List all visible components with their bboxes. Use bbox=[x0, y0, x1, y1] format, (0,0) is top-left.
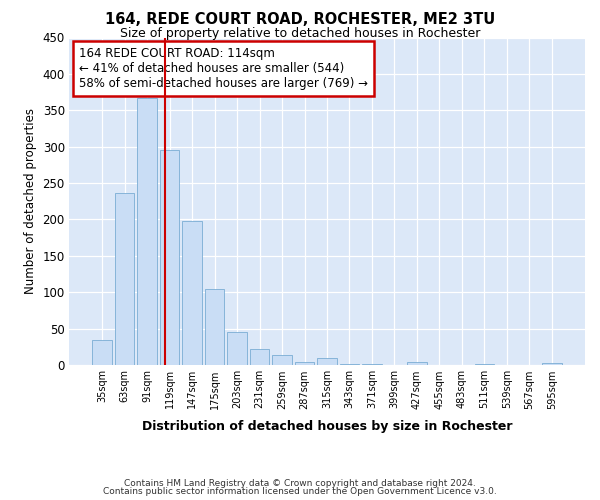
Bar bbox=[115, 193, 134, 365]
Bar bbox=[205, 288, 224, 365]
X-axis label: Distribution of detached houses by size in Rochester: Distribution of detached houses by size … bbox=[142, 420, 512, 432]
Bar bbox=[250, 349, 269, 365]
Bar bbox=[227, 332, 247, 365]
Bar bbox=[182, 221, 202, 365]
Bar bbox=[272, 355, 292, 365]
Text: Contains HM Land Registry data © Crown copyright and database right 2024.: Contains HM Land Registry data © Crown c… bbox=[124, 478, 476, 488]
Bar bbox=[160, 150, 179, 365]
Bar bbox=[362, 364, 382, 365]
Y-axis label: Number of detached properties: Number of detached properties bbox=[24, 108, 37, 294]
Text: 164 REDE COURT ROAD: 114sqm
← 41% of detached houses are smaller (544)
58% of se: 164 REDE COURT ROAD: 114sqm ← 41% of det… bbox=[79, 48, 368, 90]
Bar bbox=[317, 358, 337, 365]
Bar bbox=[475, 364, 494, 365]
Bar bbox=[542, 363, 562, 365]
Bar bbox=[92, 340, 112, 365]
Bar bbox=[340, 364, 359, 365]
Text: Size of property relative to detached houses in Rochester: Size of property relative to detached ho… bbox=[120, 28, 480, 40]
Text: 164, REDE COURT ROAD, ROCHESTER, ME2 3TU: 164, REDE COURT ROAD, ROCHESTER, ME2 3TU bbox=[105, 12, 495, 28]
Text: Contains public sector information licensed under the Open Government Licence v3: Contains public sector information licen… bbox=[103, 487, 497, 496]
Bar bbox=[407, 362, 427, 365]
Bar bbox=[295, 362, 314, 365]
Bar bbox=[137, 98, 157, 365]
